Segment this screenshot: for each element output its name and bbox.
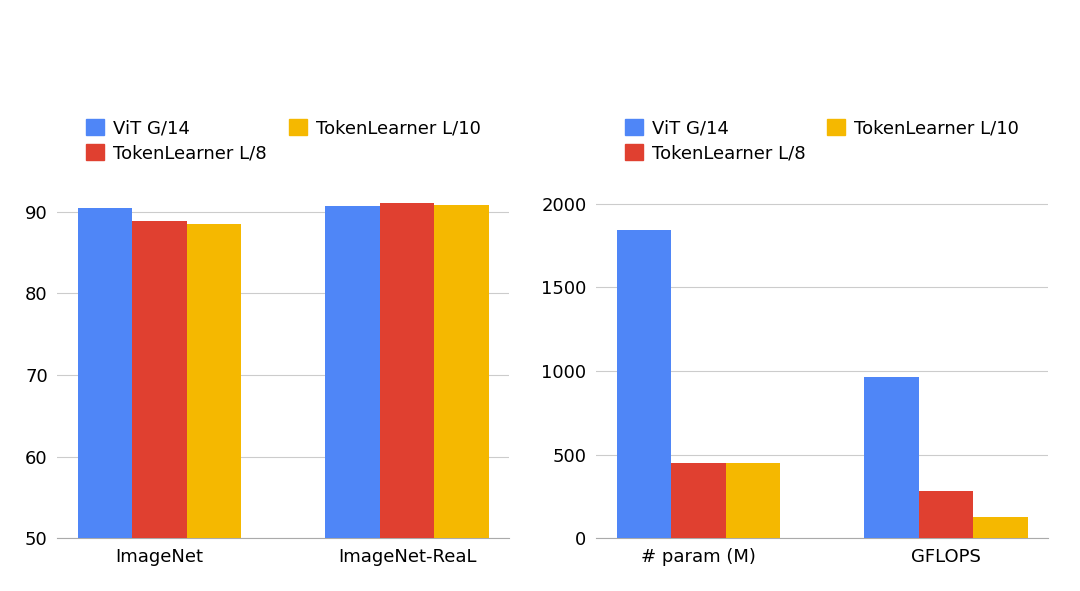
Bar: [672, 463, 726, 538]
Bar: [133, 221, 187, 591]
Bar: [617, 230, 672, 538]
Legend: ViT G/14, TokenLearner L/8, TokenLearner L/10: ViT G/14, TokenLearner L/8, TokenLearner…: [86, 119, 481, 163]
Bar: [434, 205, 489, 591]
Bar: [973, 517, 1027, 538]
Bar: [919, 491, 973, 538]
Bar: [380, 203, 434, 591]
Bar: [726, 463, 780, 538]
Bar: [187, 224, 241, 591]
Bar: [78, 208, 133, 591]
Bar: [864, 377, 919, 538]
Bar: [325, 206, 380, 591]
Legend: ViT G/14, TokenLearner L/8, TokenLearner L/10: ViT G/14, TokenLearner L/8, TokenLearner…: [625, 119, 1020, 163]
